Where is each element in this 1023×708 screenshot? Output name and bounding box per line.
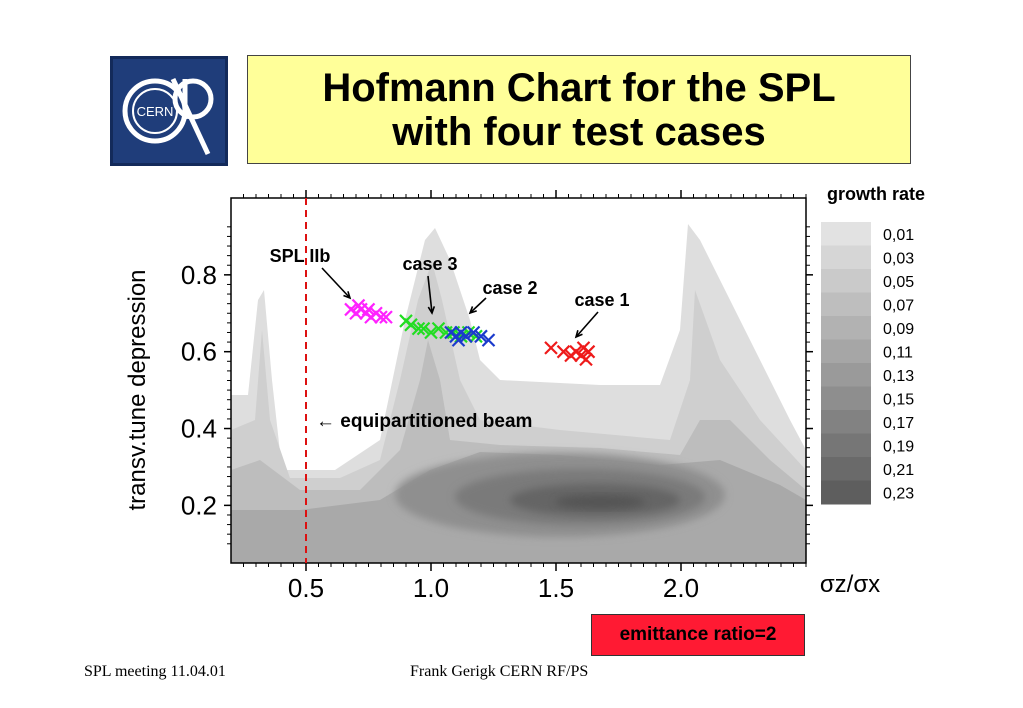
data-point <box>374 310 388 324</box>
data-point <box>351 298 366 313</box>
data-point <box>404 318 418 332</box>
x-tick-label: 1.0 <box>413 573 449 603</box>
title-line-2: with four test cases <box>392 109 766 154</box>
data-point <box>416 321 431 336</box>
data-point <box>481 333 496 347</box>
colorbar: 0,01 0,03 0,05 0,07 0,09 0,11 0,13 0,15 0,17 0,19… <box>821 222 914 505</box>
colorbar-label: 0,15 <box>883 392 914 409</box>
colorbar-swatch <box>821 222 871 246</box>
colorbar-label: 0,21 <box>883 462 914 479</box>
data-point <box>379 310 393 324</box>
label-arrowhead <box>427 306 436 315</box>
colorbar-label: 0,17 <box>883 415 914 432</box>
label-arrow <box>575 311 599 338</box>
colorbar-title: growth rate <box>827 184 925 204</box>
x-axis-label: σz/σx <box>820 571 880 598</box>
colorbar-swatch <box>821 339 871 364</box>
colorbar-swatch <box>821 292 871 317</box>
series-labels: SPL IIb case 3 case 2 case 1 <box>270 246 630 339</box>
cern-logo-icon: CERN <box>122 77 214 156</box>
cern-logo-text: CERN <box>137 104 174 119</box>
label-arrowhead <box>574 330 583 339</box>
series-label: case 2 <box>482 278 537 298</box>
colorbar-swatch <box>821 433 871 458</box>
colorbar-swatch <box>821 457 871 481</box>
data-point <box>466 325 481 340</box>
label-arrowhead <box>468 306 477 315</box>
colorbar-label: 0,03 <box>883 251 914 268</box>
data-point <box>431 321 446 336</box>
y-tick-label: 0.4 <box>181 414 217 444</box>
x-tick-label: 1.5 <box>538 573 574 603</box>
label-arrow <box>427 275 433 314</box>
series-label: case 3 <box>402 254 457 274</box>
footer-left: SPL meeting 11.04.01 <box>84 663 226 680</box>
colorbar-swatch <box>821 316 871 340</box>
label-arrowhead <box>343 291 352 300</box>
colorbar-label: 0,07 <box>883 298 914 315</box>
y-tick-label: 0.2 <box>181 490 217 520</box>
colorbar-swatch <box>821 480 871 505</box>
colorbar-label: 0,09 <box>883 321 914 338</box>
data-point <box>451 333 466 347</box>
title-box: Hofmann Chart for the SPL with four test… <box>247 55 911 164</box>
footer-center: Frank Gerigk CERN RF/PS <box>410 663 589 680</box>
colorbar-label: 0,19 <box>883 439 914 456</box>
x-axis: 0.5 1.0 1.5 2.0 <box>288 190 699 603</box>
data-point <box>411 321 426 336</box>
x-tick-label: 0.5 <box>288 573 324 603</box>
y-tick-label: 0.6 <box>181 337 217 367</box>
contour-background <box>231 224 806 563</box>
colorbar-swatch <box>821 386 871 411</box>
series-case-2 <box>444 325 496 347</box>
colorbar-label: 0,23 <box>883 486 914 503</box>
data-point <box>544 341 558 355</box>
x-tick-label: 2.0 <box>663 573 699 603</box>
equipartition-annotation: ← equipartitioned beam <box>316 411 532 432</box>
colorbar-label: 0,05 <box>883 274 914 291</box>
minor-ticks <box>227 194 810 567</box>
colorbar-label: 0,13 <box>883 368 914 385</box>
data-point <box>556 344 571 359</box>
colorbar-swatch <box>821 410 871 434</box>
y-axis-label: transv.tune depression <box>124 269 151 510</box>
data-point <box>424 325 438 340</box>
y-tick-label: 0.8 <box>181 260 217 290</box>
label-arrow <box>321 267 351 299</box>
scatter-series <box>344 298 596 367</box>
data-point <box>361 302 376 317</box>
colorbar-label: 0,11 <box>883 345 913 362</box>
colorbar-swatch <box>821 363 871 387</box>
label-arrow <box>469 297 487 314</box>
title-line-1: Hofmann Chart for the SPL <box>322 65 836 110</box>
y-axis: 0.2 0.4 0.6 0.8 <box>181 260 813 520</box>
data-point <box>579 352 593 367</box>
data-point <box>459 329 473 344</box>
series-case-1 <box>544 341 596 367</box>
colorbar-swatch <box>821 245 871 270</box>
colorbar-label: 0,01 <box>883 227 914 244</box>
emittance-ratio-badge: emittance ratio=2 <box>591 614 805 656</box>
series-spl-iib <box>344 298 393 324</box>
colorbar-swatch <box>821 269 871 293</box>
series-label: SPL IIb <box>270 246 331 266</box>
data-point <box>474 329 488 344</box>
data-point <box>581 344 596 359</box>
hofmann-chart: 0.2 0.4 0.6 0.8 0.5 1.0 1.5 2.0 ← equipartitio… <box>124 184 925 603</box>
series-label: case 1 <box>574 290 629 310</box>
cern-logo: CERN <box>110 56 228 166</box>
